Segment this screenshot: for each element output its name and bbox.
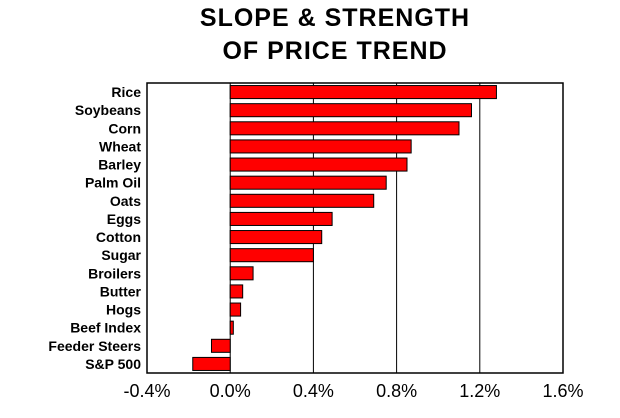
- bar-cotton: [229, 230, 323, 245]
- bar-oats: [229, 193, 375, 208]
- category-label: Feeder Steers: [48, 338, 141, 354]
- bar-sugar: [229, 248, 314, 263]
- category-label: Hogs: [106, 302, 141, 318]
- x-tick-label: 1.2%: [459, 381, 500, 401]
- bar-barley: [229, 157, 408, 172]
- category-label: Butter: [100, 283, 142, 299]
- category-label: Oats: [110, 193, 141, 209]
- bar-corn: [229, 121, 460, 136]
- category-label: Beef Index: [70, 320, 141, 336]
- category-label: Broilers: [88, 265, 141, 281]
- chart-title: SLOPE & STRENGTH OF PRICE TREND: [0, 2, 620, 68]
- category-label: S&P 500: [85, 356, 141, 372]
- x-tick-label: 1.6%: [542, 381, 583, 401]
- x-tick-label: 0.4%: [293, 381, 334, 401]
- bars: [192, 85, 497, 371]
- category-label: Corn: [108, 120, 141, 136]
- bar-rice: [229, 85, 497, 100]
- bar-broilers: [229, 266, 254, 281]
- x-tick-label: 0.0%: [210, 381, 251, 401]
- bar-palm-oil: [229, 175, 387, 190]
- chart-title-line-1: SLOPE & STRENGTH: [199, 4, 471, 32]
- x-tick-label: 0.8%: [376, 381, 417, 401]
- bar-hogs: [229, 302, 242, 317]
- bar-eggs: [229, 211, 333, 226]
- category-labels: Rice Soybeans Corn Wheat Barley Palm Oil Oats E…: [48, 84, 141, 372]
- bar-butter: [229, 284, 244, 299]
- bar-beef-index: [229, 320, 234, 335]
- plot-frame: [146, 82, 564, 374]
- category-label: Eggs: [107, 211, 141, 227]
- category-label: Palm Oil: [85, 175, 141, 191]
- category-label: Sugar: [101, 247, 141, 263]
- bar-soybeans: [229, 103, 472, 118]
- chart-title-line-2: OF PRICE TREND: [222, 37, 448, 65]
- x-tick-labels: -0.4% 0.0% 0.4% 0.8% 1.2% 1.6%: [123, 381, 583, 401]
- bar-feeder-steers: [210, 338, 231, 353]
- category-label: Soybeans: [75, 102, 141, 118]
- x-tick-label: -0.4%: [123, 381, 170, 401]
- bar-wheat: [229, 139, 412, 154]
- bar-s-p-500: [192, 356, 231, 371]
- category-label: Wheat: [99, 138, 141, 154]
- category-label: Cotton: [96, 229, 141, 245]
- category-label: Rice: [111, 84, 141, 100]
- category-label: Barley: [98, 157, 141, 173]
